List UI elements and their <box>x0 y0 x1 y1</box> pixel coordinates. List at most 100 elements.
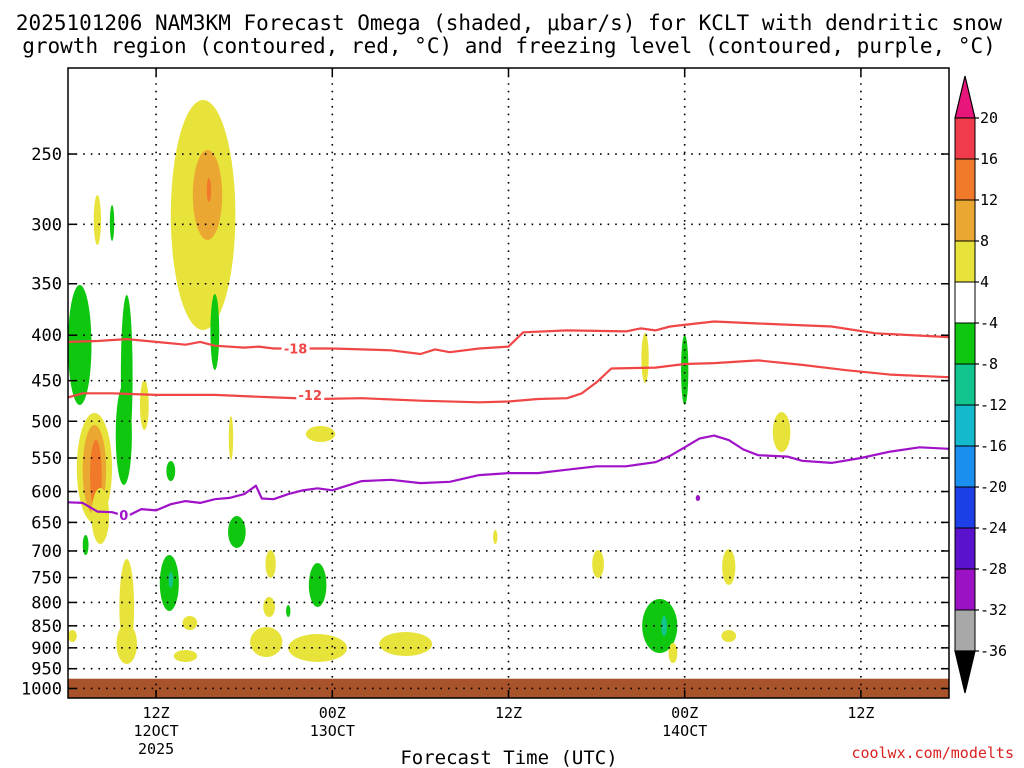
contour-label-dgz-top: -18 <box>284 342 308 357</box>
y-tick-label: 300 <box>31 215 62 235</box>
omega-shade-region <box>721 630 737 642</box>
omega-shade-region <box>379 632 433 656</box>
x-tick-date-label: 12OCT <box>134 722 179 740</box>
omega-shade-region <box>182 616 198 630</box>
y-tick-label: 250 <box>31 145 62 165</box>
colorbar-segment <box>954 527 976 570</box>
credit-text: coolwx.com/modelts <box>851 744 1014 762</box>
plot-area: -18 -12 0 250 300 350 400 450 500 550 600 650 700 750… <box>21 67 950 758</box>
omega-shade-region <box>210 294 220 370</box>
x-tick-label: 00Z <box>319 704 346 722</box>
omega-shade-region <box>681 335 689 405</box>
omega-shade-region <box>661 616 668 636</box>
contour-label-bg <box>296 386 325 402</box>
y-tick-label: 550 <box>31 449 62 469</box>
y-tick-label: 700 <box>31 542 62 562</box>
omega-shade-region <box>166 461 176 481</box>
ground-surface <box>68 678 949 698</box>
omega-shade-region <box>308 563 327 607</box>
colorbar-label: -32 <box>980 601 1007 619</box>
colorbar-label: -4 <box>980 314 998 332</box>
y-tick-label: 350 <box>31 275 62 295</box>
omega-shade-region <box>91 488 110 544</box>
colorbar-segment <box>954 568 976 611</box>
omega-shade-region <box>286 605 291 617</box>
omega-shade-region <box>228 516 246 548</box>
colorbar-label: -36 <box>980 642 1007 660</box>
omega-shade-region <box>168 572 173 588</box>
plot-content: -18 -12 0 <box>68 68 949 698</box>
omega-shade-region <box>695 495 701 501</box>
y-tick-label: 900 <box>31 639 62 659</box>
omega-shade-region <box>592 550 604 578</box>
omega-shade-region <box>228 416 234 460</box>
omega-shade-region <box>641 333 649 383</box>
colorbar-label: 16 <box>980 150 998 168</box>
colorbar-segment <box>954 281 976 324</box>
contour-dgz-bottom <box>68 359 949 404</box>
colorbar-label: 4 <box>980 273 989 291</box>
omega-shade-region <box>109 205 115 241</box>
omega-shade-region <box>173 650 198 662</box>
colorbar-label: -20 <box>980 478 1007 496</box>
y-tick-label: 1000 <box>21 679 62 699</box>
colorbar-segment <box>954 404 976 447</box>
x-tick-label: 12Z <box>495 704 522 722</box>
contour-freezing-level <box>68 434 949 518</box>
colorbar-segment <box>954 609 976 652</box>
y-tick-label: 950 <box>31 660 62 680</box>
colorbar-segment <box>954 158 976 201</box>
omega-shade-region <box>722 549 736 585</box>
y-tick-label: 750 <box>31 569 62 589</box>
colorbar-label: -28 <box>980 560 1007 578</box>
colorbar-label: -24 <box>980 519 1007 537</box>
x-axis-label: Forecast Time (UTC) <box>400 747 617 768</box>
omega-shade-region <box>93 195 102 245</box>
contour-label-bg <box>117 507 130 523</box>
colorbar-bottom-arrow <box>954 650 976 694</box>
omega-shade-region <box>263 597 276 617</box>
colorbar-segment <box>954 199 976 242</box>
omega-shade-region <box>139 380 149 430</box>
x-tick-date-label: 13OCT <box>310 722 355 740</box>
omega-shade-region <box>772 412 791 452</box>
colorbar-segment <box>954 117 976 160</box>
x-tick-label: 12Z <box>847 704 874 722</box>
contour-label-freezing-level: 0 <box>119 509 128 524</box>
omega-shade-region <box>668 643 678 663</box>
contour-label-dgz-bottom: -12 <box>299 389 323 404</box>
colorbar-label: -8 <box>980 355 998 373</box>
omega-shade-region <box>265 550 276 578</box>
omega-shade-region <box>68 630 77 642</box>
colorbar-segment <box>954 486 976 529</box>
y-tick-label: 800 <box>31 593 62 613</box>
omega-shade-region <box>288 634 347 662</box>
chart-title-line2: growth region (contoured, red, °C) and f… <box>22 34 996 58</box>
y-tick-label: 450 <box>31 372 62 392</box>
omega-shade-region <box>250 627 283 657</box>
colorbar-label: -12 <box>980 396 1007 414</box>
colorbar-label: 20 <box>980 109 998 127</box>
omega-shade-region <box>493 530 498 544</box>
omega-shade-region <box>68 285 92 405</box>
colorbar-segment <box>954 240 976 283</box>
omega-shade-region <box>115 385 132 485</box>
omega-shade-region <box>116 624 138 664</box>
chart-title-line1: 2025101206 NAM3KM Forecast Omega (shaded… <box>16 11 1003 35</box>
omega-shade-region <box>82 535 89 555</box>
y-tick-label: 400 <box>31 326 62 346</box>
colorbar-top-arrow <box>954 75 976 119</box>
colorbar-label: 12 <box>980 191 998 209</box>
omega-shade-region <box>206 178 212 202</box>
x-tick-year-label: 2025 <box>138 740 174 758</box>
colorbar: 20 16 12 8 4 -4 -8 -12 -16 -20 -24 -28 -32 -36 <box>954 75 1007 694</box>
contour-dgz-top <box>68 320 949 356</box>
x-tick-label: 00Z <box>671 704 698 722</box>
omega-shade-region <box>305 426 336 442</box>
colorbar-segment <box>954 363 976 406</box>
x-tick-label: 12Z <box>143 704 170 722</box>
colorbar-segment <box>954 445 976 488</box>
colorbar-segment <box>954 322 976 365</box>
colorbar-label: 8 <box>980 232 989 250</box>
